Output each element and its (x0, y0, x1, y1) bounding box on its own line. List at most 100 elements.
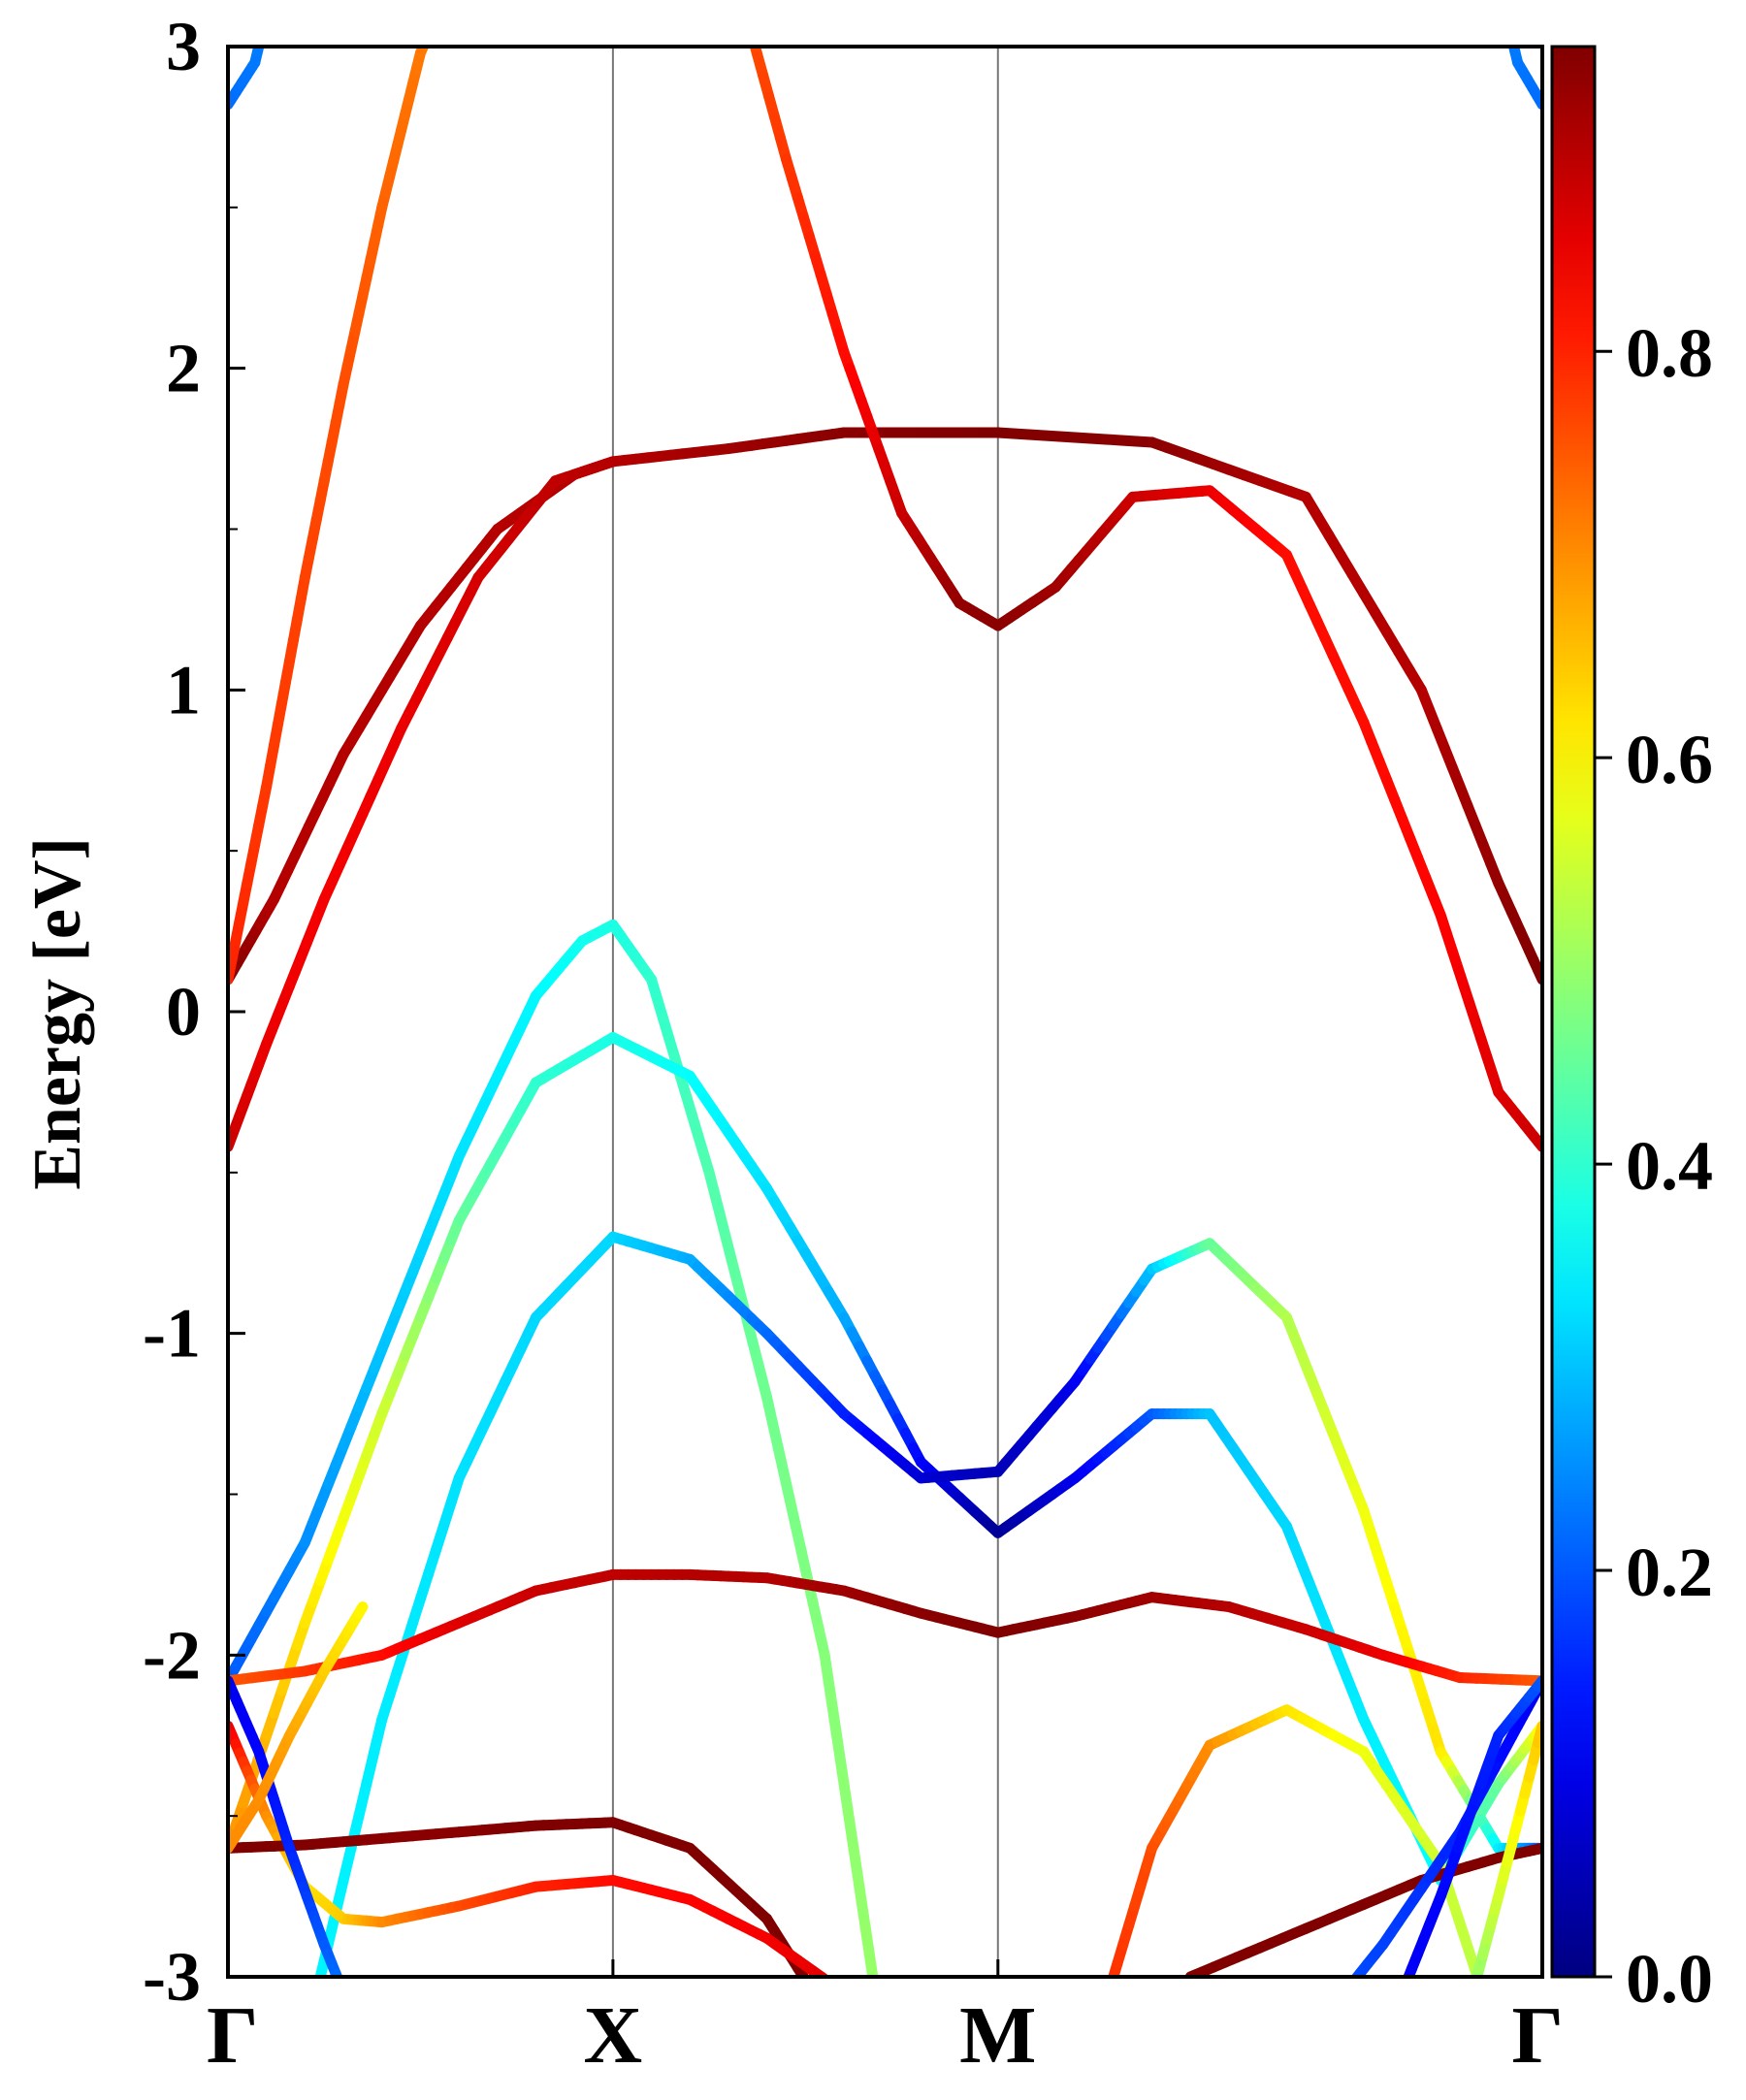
band-segment (438, 2, 443, 13)
band-segment (1094, 2021, 1100, 2041)
band-segment (830, 1694, 836, 1732)
band-segment (1337, 1993, 1344, 2003)
band-lines (228, 0, 1542, 2041)
band-segment (443, 0, 448, 2)
k-point-label: X (584, 1990, 643, 2081)
band-segment (1464, 2012, 1468, 2026)
colorbar-tick-label: 0.0 (1626, 1940, 1713, 2018)
band-segment (836, 2029, 844, 2042)
band-series (728, 0, 1542, 1147)
band-segment (881, 2031, 886, 2036)
band-segment (607, 462, 613, 464)
band-segment (886, 2036, 890, 2041)
colorbar-tick-label: 0.4 (1626, 1127, 1713, 1205)
y-axis-ticks: 3 2 1 0 -1 -2 -3 (143, 8, 245, 2016)
band-segment (1481, 1988, 1487, 2006)
band-segment (1468, 1998, 1471, 2013)
k-point-label: Γ (1512, 1990, 1564, 2081)
colorbar-tick-label: 0.8 (1626, 314, 1713, 392)
band-series (305, 1237, 1542, 2041)
k-point-label: Γ (207, 1990, 258, 2081)
y-tick-label: 3 (166, 8, 201, 85)
band-segment (813, 1992, 821, 2005)
band-segment (740, 0, 746, 13)
band-segment (435, 12, 439, 22)
band-segment (1506, 17, 1509, 29)
band-segment (425, 32, 430, 43)
band-segment (842, 1771, 848, 1810)
band-segment (867, 2017, 872, 2021)
band-segment (848, 1810, 854, 1849)
band-segment (1487, 2006, 1493, 2023)
band-segment (828, 1982, 836, 1987)
band-segment (1344, 1984, 1352, 1993)
band-segment (1493, 2023, 1499, 2041)
band-segment (805, 1980, 813, 1992)
k-point-lines (613, 47, 998, 1977)
band-series (228, 462, 613, 1147)
band-segment (862, 2012, 867, 2017)
y-tick-label: 0 (166, 973, 201, 1050)
band-segment (854, 1848, 859, 1887)
band-segment (359, 2031, 363, 2041)
band-segment (859, 1887, 865, 1925)
band-segment (305, 2009, 312, 2041)
band-segment (1106, 1984, 1112, 2003)
band-segment (1471, 1984, 1475, 1998)
band-segment (828, 2017, 836, 2029)
band-segment (312, 1977, 320, 2009)
band-segment (836, 1987, 844, 1993)
band-series (228, 0, 282, 105)
band-segment (430, 22, 435, 33)
band-segment (260, 29, 263, 41)
y-tick-label: -3 (143, 1938, 201, 2016)
band-segment (872, 2021, 877, 2026)
band-segment (1460, 2026, 1464, 2041)
band-segment (871, 1964, 877, 2003)
band-segment (266, 7, 269, 18)
y-tick-label: 2 (166, 330, 201, 407)
band-segment (857, 2008, 862, 2013)
colorbar-tick-label: 0.6 (1626, 721, 1713, 798)
band-segment (343, 1993, 347, 2003)
band-segment (854, 2003, 858, 2008)
band-segment (877, 2003, 883, 2042)
band-segment (1306, 2031, 1313, 2041)
colorbar-ticks: 0.0 0.2 0.4 0.6 0.8 (1595, 314, 1713, 2018)
band-segment (876, 2026, 881, 2031)
colorbar-tick-label: 0.2 (1626, 1534, 1713, 1611)
band-segment (351, 2012, 355, 2021)
band-series (228, 0, 467, 980)
y-tick-label: -1 (143, 1295, 201, 1373)
band-segment (836, 1732, 842, 1771)
band-segment (1502, 0, 1504, 7)
y-tick-label: -2 (143, 1616, 201, 1694)
band-segment (1401, 1984, 1406, 1998)
band-segment (849, 1998, 854, 2003)
band-segment (359, 1607, 363, 1614)
band-segment (746, 13, 752, 34)
k-point-label: M (959, 1990, 1036, 2081)
band-segment (340, 1984, 343, 1993)
band-segment (263, 17, 266, 29)
band-segment (355, 2021, 359, 2031)
band-series (228, 433, 1542, 980)
band-segment (865, 1925, 871, 1964)
band-segment (1389, 2012, 1395, 2026)
band-segment (1509, 29, 1512, 41)
band-segment (824, 1655, 830, 1694)
band-segment (1329, 2003, 1337, 2013)
band-segment (269, 0, 272, 7)
y-tick-label: 1 (166, 651, 201, 728)
band-segment (1383, 2026, 1389, 2041)
band-segment (1313, 2021, 1321, 2031)
band-segment (844, 1993, 849, 1998)
band-segment (1321, 2012, 1329, 2021)
y-axis-label: Energy [eV] (20, 837, 95, 1190)
band-segment (1100, 2003, 1106, 2022)
band-segment (1504, 7, 1507, 18)
band-segment (821, 2005, 828, 2018)
band-series (228, 924, 883, 2041)
